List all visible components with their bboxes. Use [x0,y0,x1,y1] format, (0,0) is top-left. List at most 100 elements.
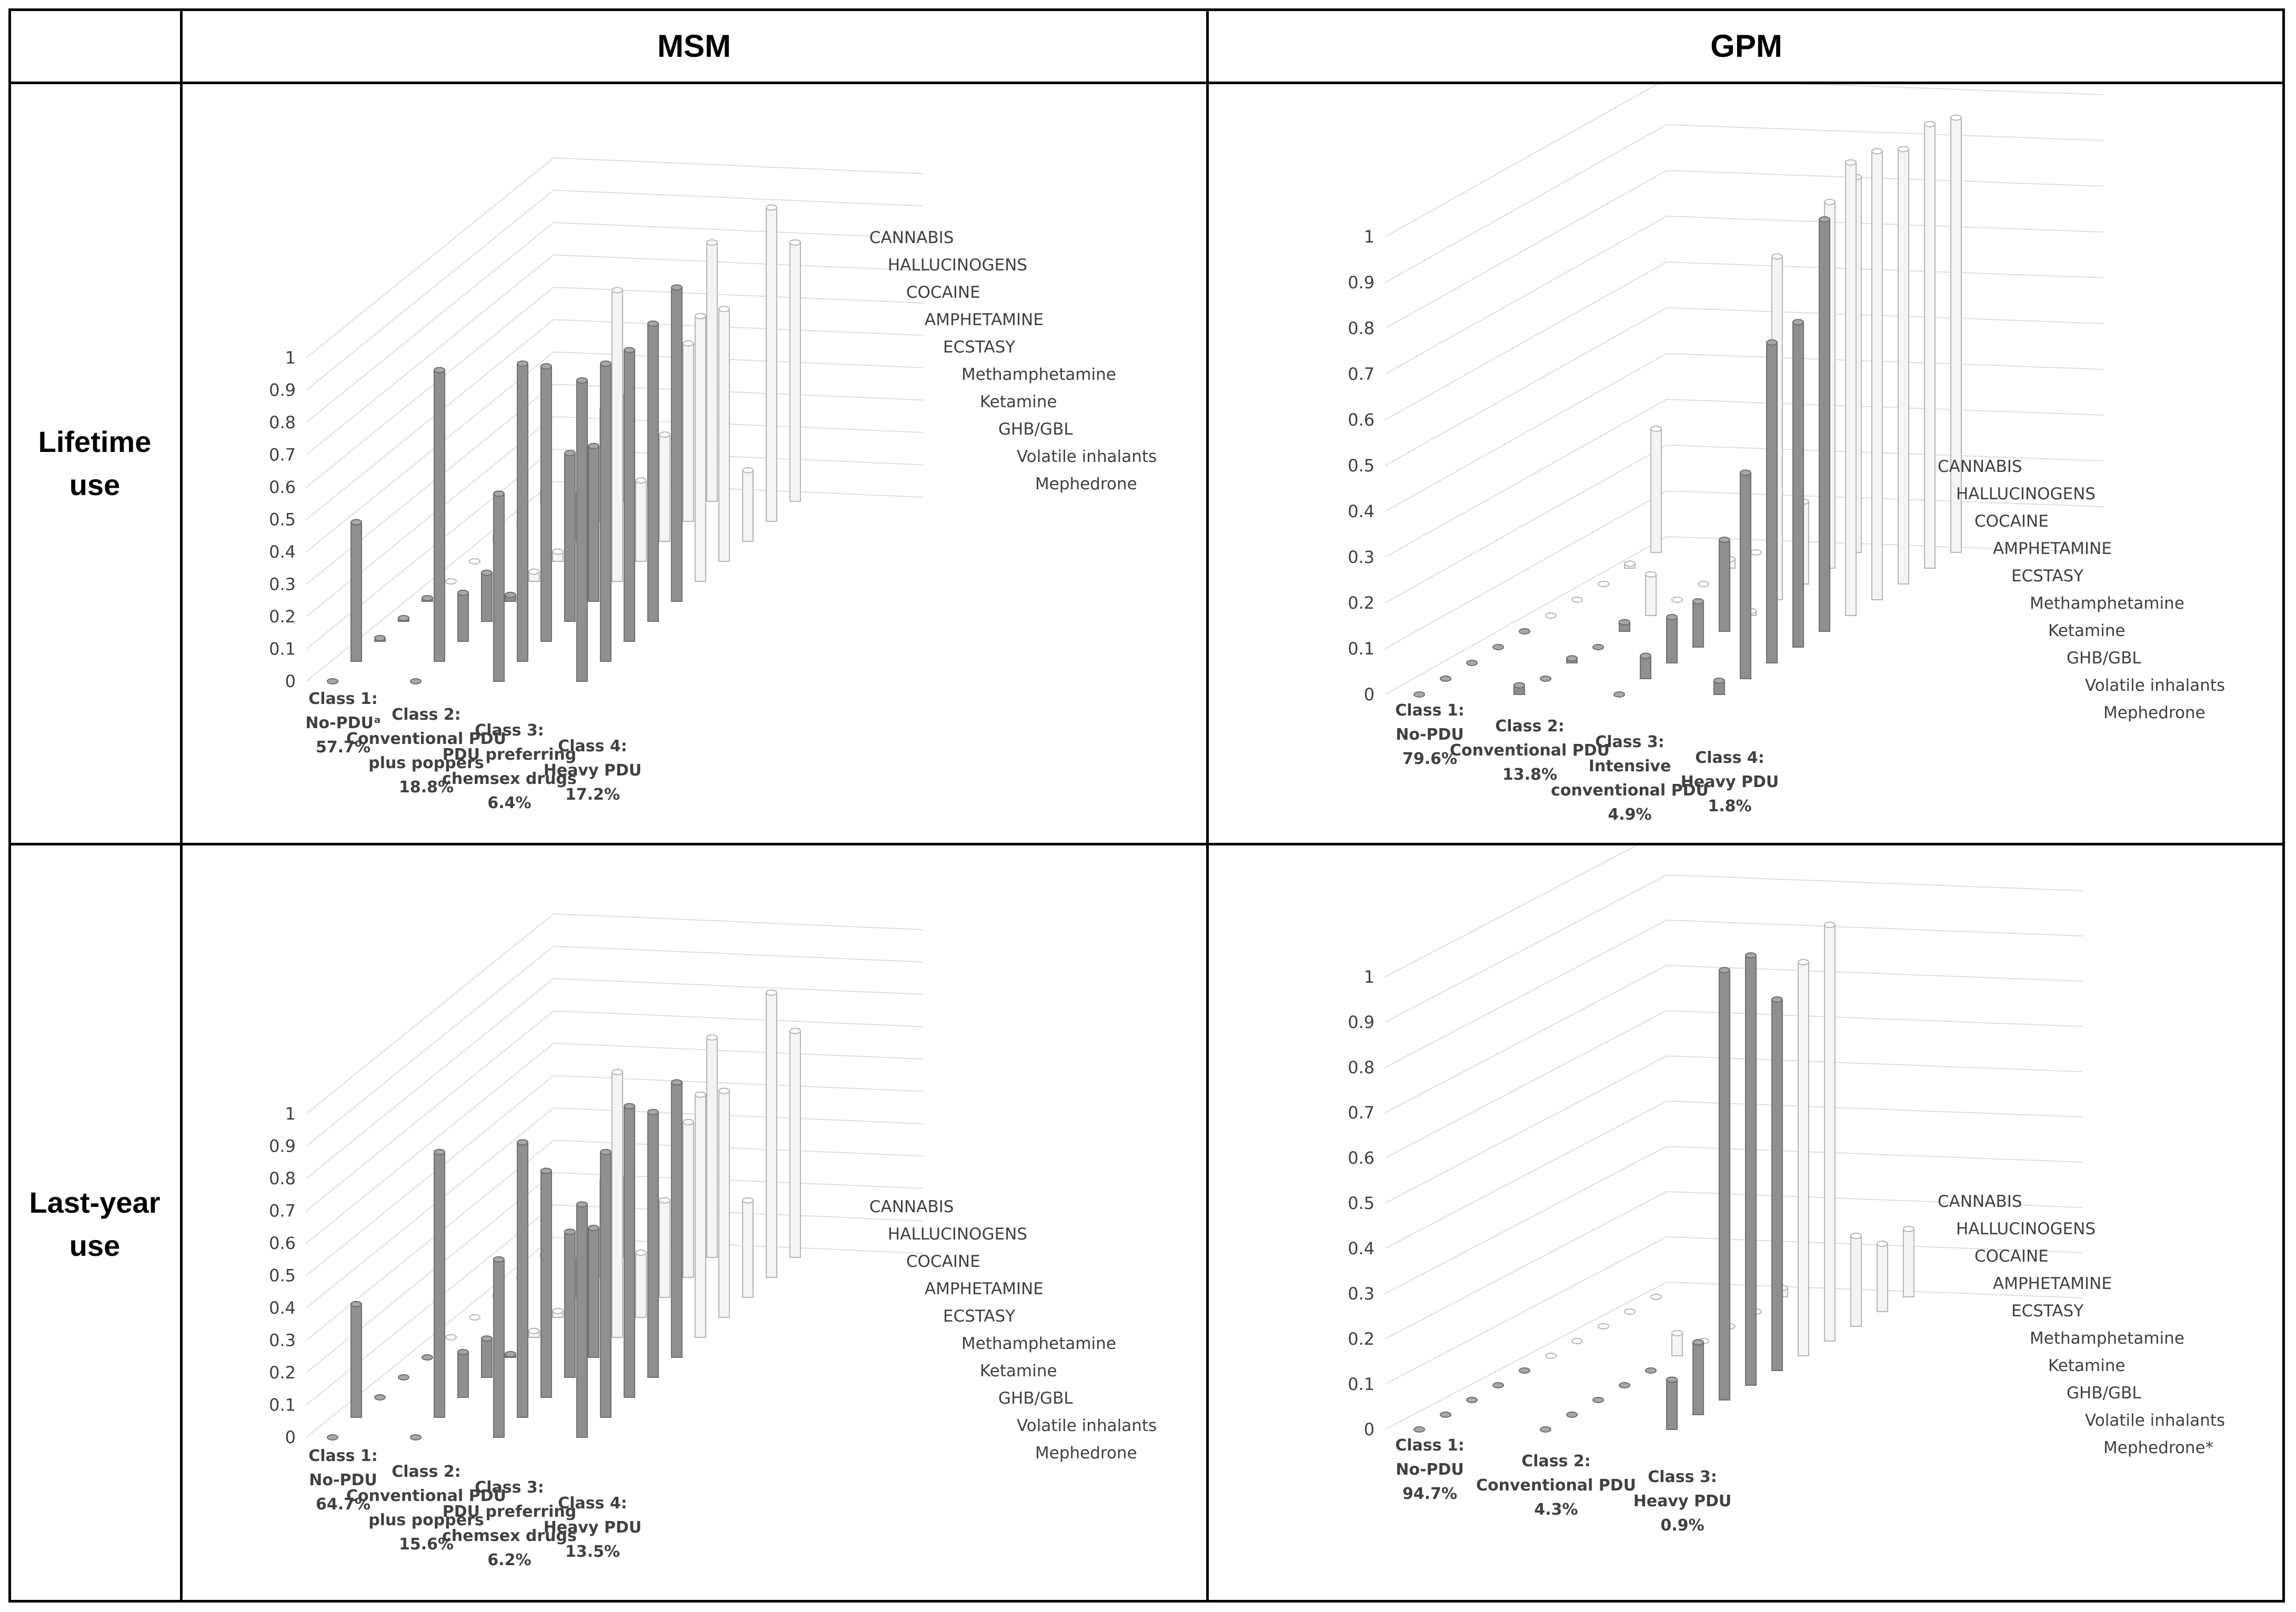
series-label: Methamphetamine [2030,1329,2184,1348]
bar [540,363,552,642]
series-label: CANNABIS [1938,457,2022,476]
series-label: Volatile inhalants [1017,1416,1157,1435]
bar [1466,1397,1478,1403]
bar [1719,967,1730,1401]
category-label-line: 6.2% [487,1551,531,1569]
bar [1877,1241,1888,1312]
bar [1745,952,1757,1386]
bars [1413,114,1962,698]
bar [1440,1412,1451,1418]
row-header-lastyear-line1: Last-year [29,1185,161,1219]
bar [1666,1376,1678,1430]
bars [1413,921,1914,1433]
bar [718,1087,730,1318]
y-tick-label: 0.7 [269,1201,296,1221]
bar [1924,121,1936,569]
category-label: Class 1: No-PDU 94.7% [1395,1436,1465,1503]
y-tick-label: 0.8 [1348,1057,1375,1077]
bar [517,1139,528,1418]
bar [1640,652,1651,679]
gridline [306,945,924,1147]
y-tick-label: 0.2 [1348,1329,1375,1349]
series-label: ECSTASY [943,338,1015,357]
bar [766,204,777,522]
series-label: AMPHETAMINE [1993,1274,2112,1293]
header-divider [8,82,2285,84]
category-label-line: Heavy PDU [544,1518,642,1537]
y-tick-label: 0.1 [1348,1374,1375,1394]
y-tick-label: 0.6 [269,1233,296,1253]
y-tick-label: 0.5 [269,510,296,530]
bar [1750,549,1762,556]
series-label: Ketamine [2048,621,2125,640]
y-tick-label: 0.4 [269,542,296,562]
y-tick-label: 0 [285,671,296,691]
category-label: Class 2: Conventional PDU plus poppers 15.6… [346,1463,506,1554]
bar [1619,619,1630,632]
bar [624,347,635,642]
series-label: AMPHETAMINE [925,1279,1044,1298]
bar [540,1167,552,1398]
series-label: HALLUCINOGENS [888,256,1027,275]
bar [1440,676,1451,682]
bar [706,239,718,502]
bar [1898,146,1909,585]
category-label-line: Class 3: [1648,1468,1717,1486]
bar [1413,691,1425,698]
bar [410,1434,422,1440]
bar [1792,319,1804,648]
bar [422,1354,433,1361]
category-label-line: Class 3: [1595,733,1665,751]
bar [1798,959,1809,1357]
category-label: Class 2: Conventional PDU plus poppers 18.8… [346,706,506,797]
chart-gpm-lastyear: 0 0.1 0.2 0.3 0.4 0.5 0.6 0.7 0.8 0.9 1 CANNABIS HAL… [1209,845,2285,1603]
gridline [1385,1055,2083,1204]
category-label: Class 2: Conventional PDU 4.3% [1476,1452,1636,1519]
category-label-line: Class 2: [392,1463,461,1481]
bar [1598,1323,1609,1329]
bar [1666,614,1678,663]
chart-svg: 0 0.1 0.2 0.3 0.4 0.5 0.6 0.7 0.8 0.9 1 CANNABIS HAL… [1348,84,2225,824]
bar [1671,1330,1683,1356]
series-label: COCAINE [1974,1247,2049,1266]
bar [742,1197,754,1298]
series-label: Methamphetamine [961,1334,1116,1353]
y-tick-label: 0.6 [269,477,296,497]
category-label: Class 1: No-PDU 79.6% [1395,701,1465,768]
category-label-line: 17.2% [565,785,620,804]
column-divider-left [180,8,183,1603]
row-header-lastyear-line2: use [69,1228,121,1262]
category-label-line: 57.7% [316,738,370,757]
category-label-line: Class 4: [1695,749,1764,767]
bar [422,595,433,602]
gridline [306,221,924,423]
bar [635,477,647,562]
bar [481,569,493,622]
gridline [1385,964,2083,1113]
bar [624,1103,635,1398]
bar [1692,598,1704,648]
row-header-lifetime-line2: use [69,468,121,501]
category-label-line: conventional PDU [1551,781,1709,800]
bar [576,377,588,682]
category-label-line: No-PDU [1396,1460,1463,1479]
bar [600,360,611,662]
y-tick-label: 0 [285,1427,296,1447]
bar [1466,660,1478,666]
bar [683,1119,694,1278]
category-label-line: 6.4% [487,794,531,812]
series-label: Volatile inhalants [1017,447,1157,466]
y-tick-label: 1 [285,348,296,368]
bar [481,1335,493,1378]
y-tick-label: 0.9 [269,380,296,400]
y-tick-label: 0 [1364,684,1375,704]
series-label: COCAINE [1974,512,2049,531]
bar [1566,655,1578,664]
bar [1492,644,1504,650]
y-tick-label: 0.4 [1348,1238,1375,1258]
bar [1540,1426,1551,1433]
gridlines [1385,845,2083,1430]
category-label-line: 1.8% [1708,797,1751,815]
gridline [1385,1145,2083,1294]
gridline [1385,1010,2083,1158]
